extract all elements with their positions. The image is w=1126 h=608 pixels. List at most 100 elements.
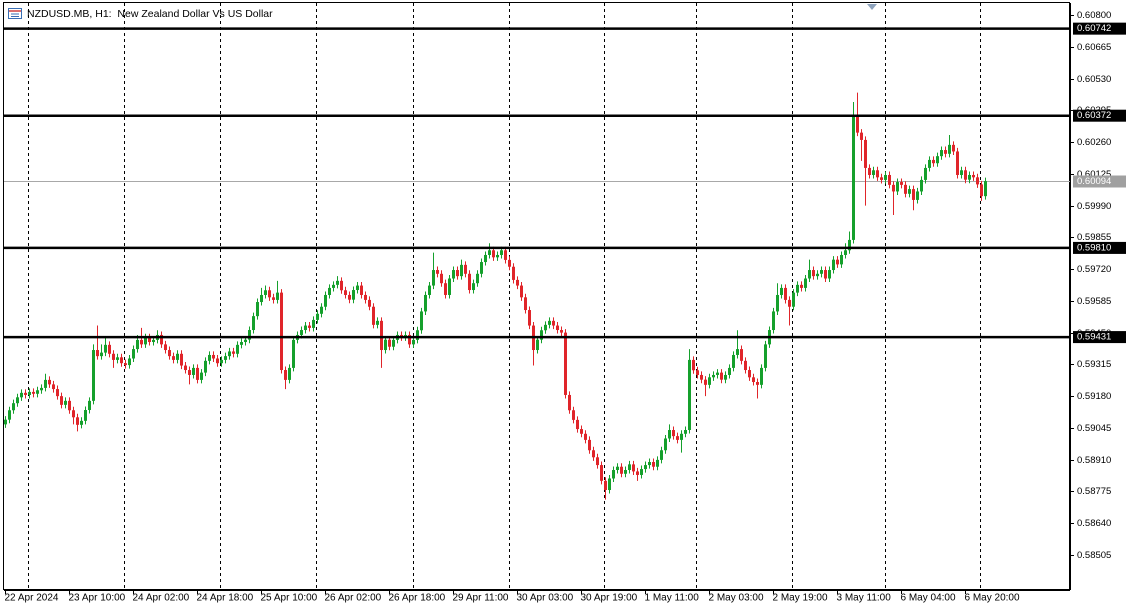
candle-body (820, 270, 823, 274)
candle-body (608, 478, 611, 491)
candle-body (784, 287, 787, 300)
y-tick-label: 0.59180 (1077, 391, 1111, 402)
candle-body (144, 337, 147, 345)
x-tick-label: 6 May 04:00 (901, 593, 956, 604)
candle-body (220, 359, 223, 364)
candle-body (252, 316, 255, 331)
candle-body (40, 387, 43, 391)
candle-body (380, 320, 383, 351)
candle-body (616, 466, 619, 471)
candle-body (856, 114, 859, 133)
x-tick-label: 30 Apr 03:00 (517, 593, 574, 604)
y-tick-label: 0.60260 (1077, 137, 1111, 148)
candle-body (620, 466, 623, 474)
candle-body (8, 410, 11, 420)
candle-body (592, 450, 595, 458)
candle-body (52, 384, 55, 390)
candle-body (824, 270, 827, 279)
candle-body (416, 330, 419, 340)
x-tick-label: 2 May 03:00 (709, 593, 764, 604)
candle-body (160, 334, 163, 345)
candle-body (84, 410, 87, 421)
candle-body (496, 254, 499, 258)
candle-body (752, 377, 755, 383)
candle-body (300, 330, 303, 335)
candle-body (4, 419, 7, 425)
candle-body (372, 306, 375, 325)
candle-body (80, 420, 83, 425)
candle-body (792, 292, 795, 307)
candle-body (336, 280, 339, 285)
candle-body (168, 350, 171, 357)
candle-body (604, 480, 607, 491)
candle-body (600, 465, 603, 481)
y-tick-label: 0.59045 (1077, 423, 1111, 434)
candle-body (140, 339, 143, 345)
candle-body (320, 306, 323, 314)
candle-body (720, 372, 723, 380)
candle-body (492, 250, 495, 258)
candle-body (944, 150, 947, 154)
candle-body (472, 283, 475, 291)
candle-body (360, 285, 363, 295)
candle-body (956, 151, 959, 175)
candle-body (656, 459, 659, 467)
y-tick-label: 0.60665 (1077, 42, 1111, 53)
candle-body (932, 159, 935, 164)
candle-body (644, 465, 647, 470)
y-tick-label: 0.60800 (1077, 10, 1111, 21)
candle-body (188, 370, 191, 375)
y-tick-label: 0.59585 (1077, 296, 1111, 307)
candle-body (812, 270, 815, 277)
candle-body (212, 354, 215, 359)
candle-body (580, 429, 583, 434)
last-price-box (1073, 175, 1126, 188)
candle-body (884, 174, 887, 180)
candle-body (432, 270, 435, 286)
candle-body (480, 262, 483, 274)
candle-body (136, 339, 139, 350)
candle-body (172, 356, 175, 360)
candle-body (272, 297, 275, 300)
candle-body (76, 417, 79, 425)
candle-body (128, 358, 131, 366)
candle-body (228, 351, 231, 357)
candle-body (324, 294, 327, 307)
candle-body (788, 299, 791, 307)
candle-body (456, 270, 459, 277)
candle-body (804, 278, 807, 288)
candle-body (488, 250, 491, 255)
candle-body (876, 170, 879, 178)
y-tick-label: 0.58775 (1077, 486, 1111, 497)
candle-body (520, 285, 523, 298)
x-tick-label: 26 Apr 18:00 (389, 593, 446, 604)
candle-body (964, 170, 967, 180)
candle-body (536, 339, 539, 351)
candle-body (936, 156, 939, 164)
candle-body (584, 433, 587, 440)
candle-body (276, 292, 279, 300)
candle-body (632, 464, 635, 472)
candle-body (32, 391, 35, 394)
candle-body (460, 264, 463, 277)
candle-body (984, 181, 987, 197)
candle-body (796, 284, 799, 293)
candle-body (888, 174, 891, 185)
candle-body (100, 352, 103, 357)
candle-body (528, 310, 531, 326)
candle-body (628, 464, 631, 471)
candle-body (716, 372, 719, 375)
level-label-box (1073, 331, 1126, 344)
candle-body (736, 349, 739, 355)
candle-body (660, 450, 663, 460)
candle-body (908, 189, 911, 194)
candle-body (288, 367, 291, 380)
y-tick-label: 0.58505 (1077, 550, 1111, 561)
level-label: 0.59431 (1077, 332, 1111, 343)
candle-body (192, 367, 195, 375)
candle-body (760, 367, 763, 385)
candle-body (540, 330, 543, 340)
candle-body (468, 273, 471, 291)
candle-body (912, 189, 915, 200)
candle-body (684, 430, 687, 434)
